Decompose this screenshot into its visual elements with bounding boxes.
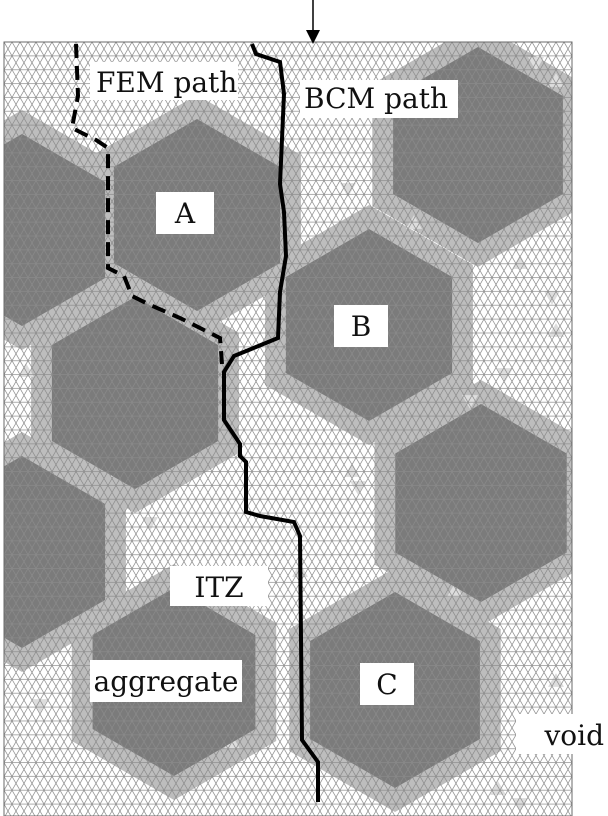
fem-crack-path xyxy=(69,43,224,365)
label-void-box: void xyxy=(516,714,606,754)
aggregate-a-label: A xyxy=(174,197,196,230)
label-a-box: A xyxy=(156,192,214,234)
triangular-mesh xyxy=(4,42,572,816)
label-b-box: B xyxy=(334,305,388,347)
aggregate-label: aggregate xyxy=(94,665,239,698)
void-label: void xyxy=(543,719,604,752)
itz-label: ITZ xyxy=(194,571,243,604)
label-c-box: C xyxy=(360,663,414,705)
label-fem-path-box: FEM path xyxy=(90,62,238,100)
load-arrow-head xyxy=(306,30,320,44)
aggregate-c-label: C xyxy=(376,668,397,701)
label-bcm-path-box: BCM path xyxy=(300,80,458,118)
label-aggregate-box: aggregate xyxy=(90,660,242,702)
fem-path-label: FEM path xyxy=(96,66,237,99)
bcm-path-label: BCM path xyxy=(304,82,448,115)
specimen-border xyxy=(3,41,573,816)
load-arrow xyxy=(306,0,320,44)
label-itz-box: ITZ xyxy=(170,566,268,606)
aggregate-b-label: B xyxy=(351,310,372,343)
bcm-crack-path xyxy=(222,43,320,802)
mesh-region xyxy=(4,42,572,816)
